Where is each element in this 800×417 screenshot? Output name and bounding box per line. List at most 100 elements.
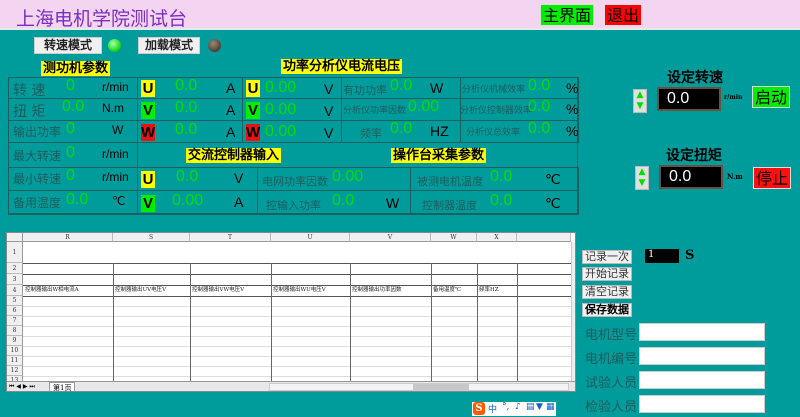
field-input[interactable] bbox=[639, 323, 765, 341]
analyzer-label: 分析仪机械效率 bbox=[462, 85, 526, 95]
ac-value: 0.0 bbox=[176, 168, 199, 185]
column-header[interactable]: S bbox=[113, 233, 190, 242]
dyno-label: 最小转速 bbox=[13, 172, 62, 186]
gridline bbox=[23, 316, 571, 317]
load-mode-button[interactable]: 加载模式 bbox=[138, 37, 200, 54]
gridline bbox=[23, 346, 571, 347]
column-header[interactable]: W bbox=[431, 233, 477, 242]
sheet-tab[interactable]: 第1页 bbox=[49, 382, 76, 391]
record-once-button[interactable]: 记录一次 bbox=[582, 250, 632, 264]
field-input[interactable] bbox=[639, 395, 765, 413]
analyzer-label: 分析仪总效率 bbox=[466, 128, 521, 138]
console-label: 控制器温度 bbox=[422, 199, 477, 212]
analyzer-unit: % bbox=[566, 101, 579, 117]
scrollbar-thumb[interactable] bbox=[413, 384, 469, 390]
cell-text: 控制器输出W相电流A bbox=[25, 287, 79, 293]
row-header[interactable]: 7 bbox=[7, 316, 23, 326]
dyno-unit: r/min bbox=[102, 80, 129, 94]
vertical-scrollbar[interactable] bbox=[571, 242, 575, 383]
ime-mode[interactable]: 中 bbox=[488, 405, 498, 415]
sheet-nav-buttons[interactable]: ⏮ ◀ ▶ ⏭ bbox=[9, 383, 35, 390]
dyno-unit: r/min bbox=[102, 170, 129, 184]
torque-unit: N.m bbox=[727, 172, 743, 181]
gridline bbox=[113, 263, 114, 381]
row-header[interactable]: 1 bbox=[7, 242, 23, 263]
speed-mode-button[interactable]: 转速模式 bbox=[34, 37, 102, 54]
row-header[interactable]: 11 bbox=[7, 356, 23, 366]
current-value: 0.0 bbox=[175, 77, 198, 94]
dyno-unit: r/min bbox=[102, 147, 129, 161]
toolbox-icon[interactable]: ▦ bbox=[546, 402, 555, 412]
punctuation-icon[interactable]: °, bbox=[502, 402, 510, 412]
analyzer-value: 0.0 bbox=[528, 77, 551, 94]
interval-unit: S bbox=[685, 248, 695, 263]
ac-right-label: 电网功率因数 bbox=[262, 175, 328, 188]
app-title: 上海电机学院测试台 bbox=[16, 8, 188, 30]
load-mode-led bbox=[208, 39, 221, 52]
stop-button[interactable]: 停止 bbox=[753, 167, 792, 189]
speed-unit: r/min bbox=[724, 94, 743, 101]
row-header[interactable]: 2 bbox=[7, 263, 23, 274]
up-arrow-icon[interactable]: ▲ bbox=[638, 167, 646, 177]
ac-unit: A bbox=[234, 194, 244, 210]
down-arrow-icon[interactable]: ▼ bbox=[638, 178, 646, 188]
speed-setpoint-input[interactable]: 0.0 bbox=[657, 87, 721, 111]
torque-spinner[interactable]: ▲ ▼ bbox=[635, 166, 649, 190]
save-data-button[interactable]: 保存数据 bbox=[582, 303, 632, 317]
row-header[interactable]: 5 bbox=[7, 296, 23, 306]
analyzer-label: 频率 bbox=[360, 127, 382, 140]
console-unit: ℃ bbox=[545, 171, 561, 187]
gridline bbox=[23, 263, 571, 264]
ac-unit: V bbox=[234, 170, 244, 186]
console-value: 0.0 bbox=[490, 192, 513, 209]
start-button[interactable]: 启动 bbox=[752, 86, 791, 108]
phase-badge: V bbox=[246, 102, 260, 119]
analyzer-value: 0.0 bbox=[390, 120, 413, 137]
gridline bbox=[23, 306, 571, 307]
row-header[interactable]: 6 bbox=[7, 306, 23, 316]
gridline bbox=[350, 263, 351, 381]
dyno-value: 0.0 bbox=[66, 191, 89, 208]
row-header[interactable]: 8 bbox=[7, 326, 23, 336]
row-header[interactable]: 10 bbox=[7, 346, 23, 356]
sogou-icon[interactable]: S bbox=[473, 402, 485, 415]
record-interval-input[interactable]: 1 bbox=[645, 249, 679, 263]
down-arrow-icon[interactable]: ▼ bbox=[636, 101, 644, 111]
keyboard-icon[interactable]: ▤ bbox=[526, 402, 535, 412]
column-header[interactable]: U bbox=[271, 233, 350, 242]
gridline bbox=[271, 263, 272, 381]
column-header[interactable] bbox=[517, 233, 571, 242]
row-header[interactable]: 4 bbox=[7, 285, 23, 296]
clear-record-button[interactable]: 清空记录 bbox=[582, 285, 632, 299]
gridline bbox=[23, 274, 571, 275]
select-all-corner[interactable] bbox=[7, 233, 23, 242]
phase-badge: W bbox=[141, 124, 156, 141]
ac-right-value: 0.0 bbox=[332, 192, 355, 209]
torque-setpoint-input[interactable]: 0.0 bbox=[659, 165, 723, 189]
dyno-label: 输出功率 bbox=[13, 125, 62, 139]
row-header[interactable]: 12 bbox=[7, 366, 23, 376]
current-value: 0.0 bbox=[175, 121, 198, 138]
spreadsheet[interactable]: RSTUVWX12345678910111213控制器输出W相电流A控制器输出U… bbox=[6, 232, 576, 392]
column-header[interactable]: R bbox=[23, 233, 113, 242]
column-header[interactable]: V bbox=[350, 233, 431, 242]
start-record-button[interactable]: 开始记录 bbox=[582, 267, 632, 281]
row-header[interactable]: 3 bbox=[7, 274, 23, 285]
phase-badge: U bbox=[141, 80, 155, 97]
column-header[interactable]: T bbox=[190, 233, 271, 242]
analyzer-value: 0.0 bbox=[528, 120, 551, 137]
voltage-value: 0.00 bbox=[265, 79, 297, 96]
main-screen-button[interactable]: 主界面 bbox=[540, 4, 595, 26]
exit-button[interactable]: 退出 bbox=[604, 4, 643, 26]
microphone-icon[interactable]: ♪ bbox=[515, 402, 521, 412]
up-arrow-icon[interactable]: ▲ bbox=[636, 90, 644, 100]
field-input[interactable] bbox=[639, 371, 765, 389]
gridline bbox=[23, 366, 571, 367]
cell-text: 控制器输出WU电压V bbox=[273, 287, 326, 293]
speed-spinner[interactable]: ▲ ▼ bbox=[633, 89, 647, 113]
row-header[interactable]: 9 bbox=[7, 336, 23, 346]
cell-text: 控制器输出UV电压V bbox=[115, 287, 167, 293]
field-input[interactable] bbox=[639, 347, 765, 365]
skin-icon[interactable]: ▼ bbox=[536, 402, 543, 412]
column-header[interactable]: X bbox=[477, 233, 517, 242]
